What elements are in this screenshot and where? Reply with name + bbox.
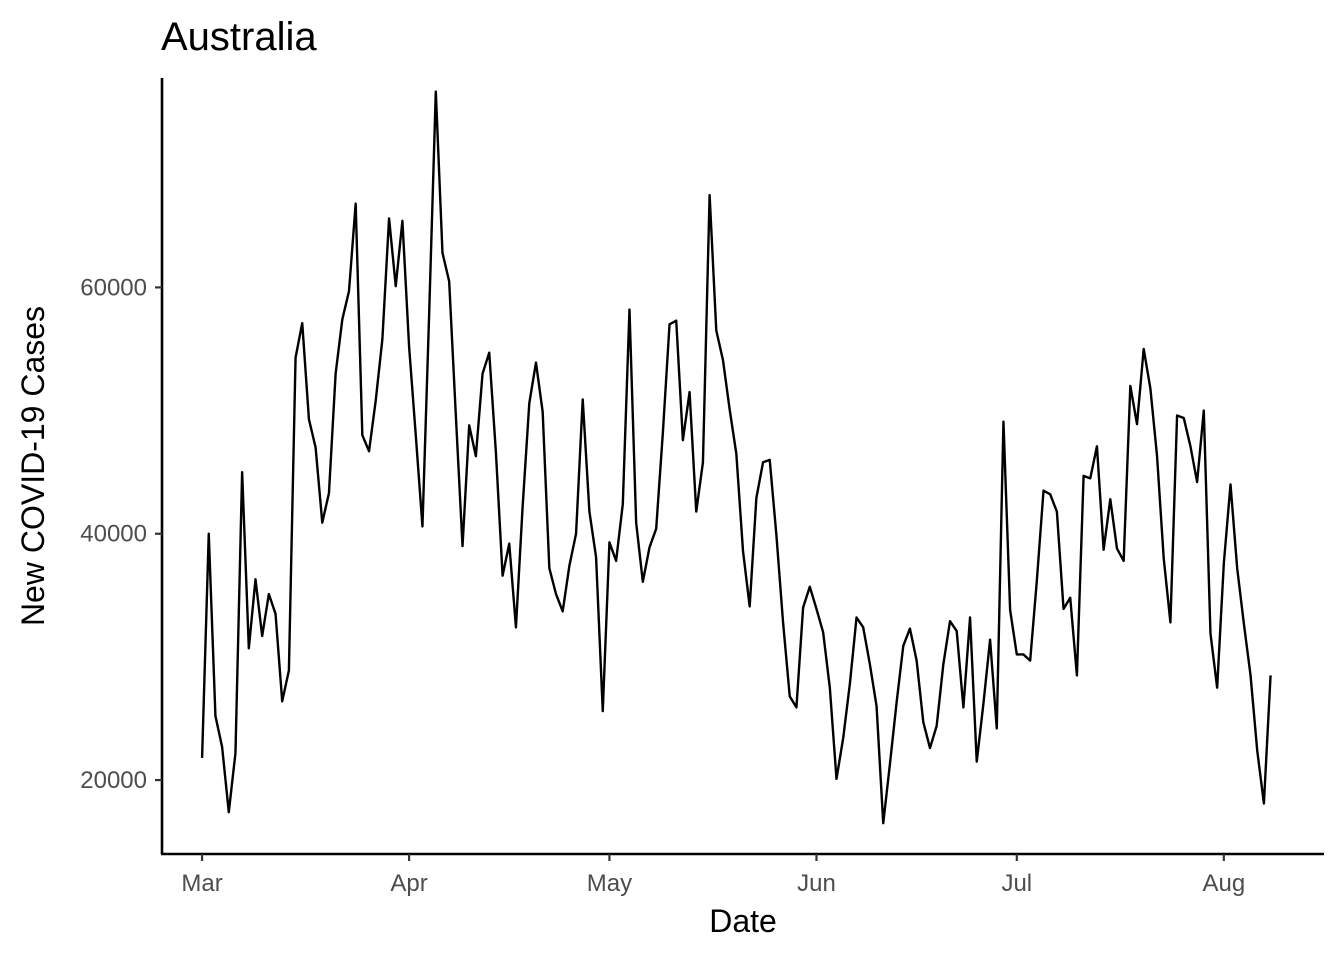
x-axis-title: Date (709, 903, 777, 939)
x-tick-label: Aug (1202, 870, 1245, 897)
x-tick-label: Mar (181, 870, 222, 897)
x-axis-ticks: Mar Apr May Jun Jul Aug (181, 854, 1245, 897)
y-axis-ticks: 20000 40000 60000 (80, 274, 162, 794)
y-tick-label: 60000 (80, 274, 147, 301)
y-tick-label: 40000 (80, 521, 147, 548)
x-tick-label: Jul (1001, 870, 1032, 897)
x-tick-label: Jun (797, 870, 836, 897)
plot-area: 20000 40000 60000 Mar Apr May Jun Jul Aug (80, 78, 1324, 897)
series-line (200, 90, 1272, 825)
x-tick-label: May (587, 870, 632, 897)
y-axis-title: New COVID-19 Cases (15, 306, 51, 626)
x-tick-label: Apr (390, 870, 427, 897)
y-tick-label: 20000 (80, 767, 147, 794)
chart-title: Australia (161, 15, 317, 59)
